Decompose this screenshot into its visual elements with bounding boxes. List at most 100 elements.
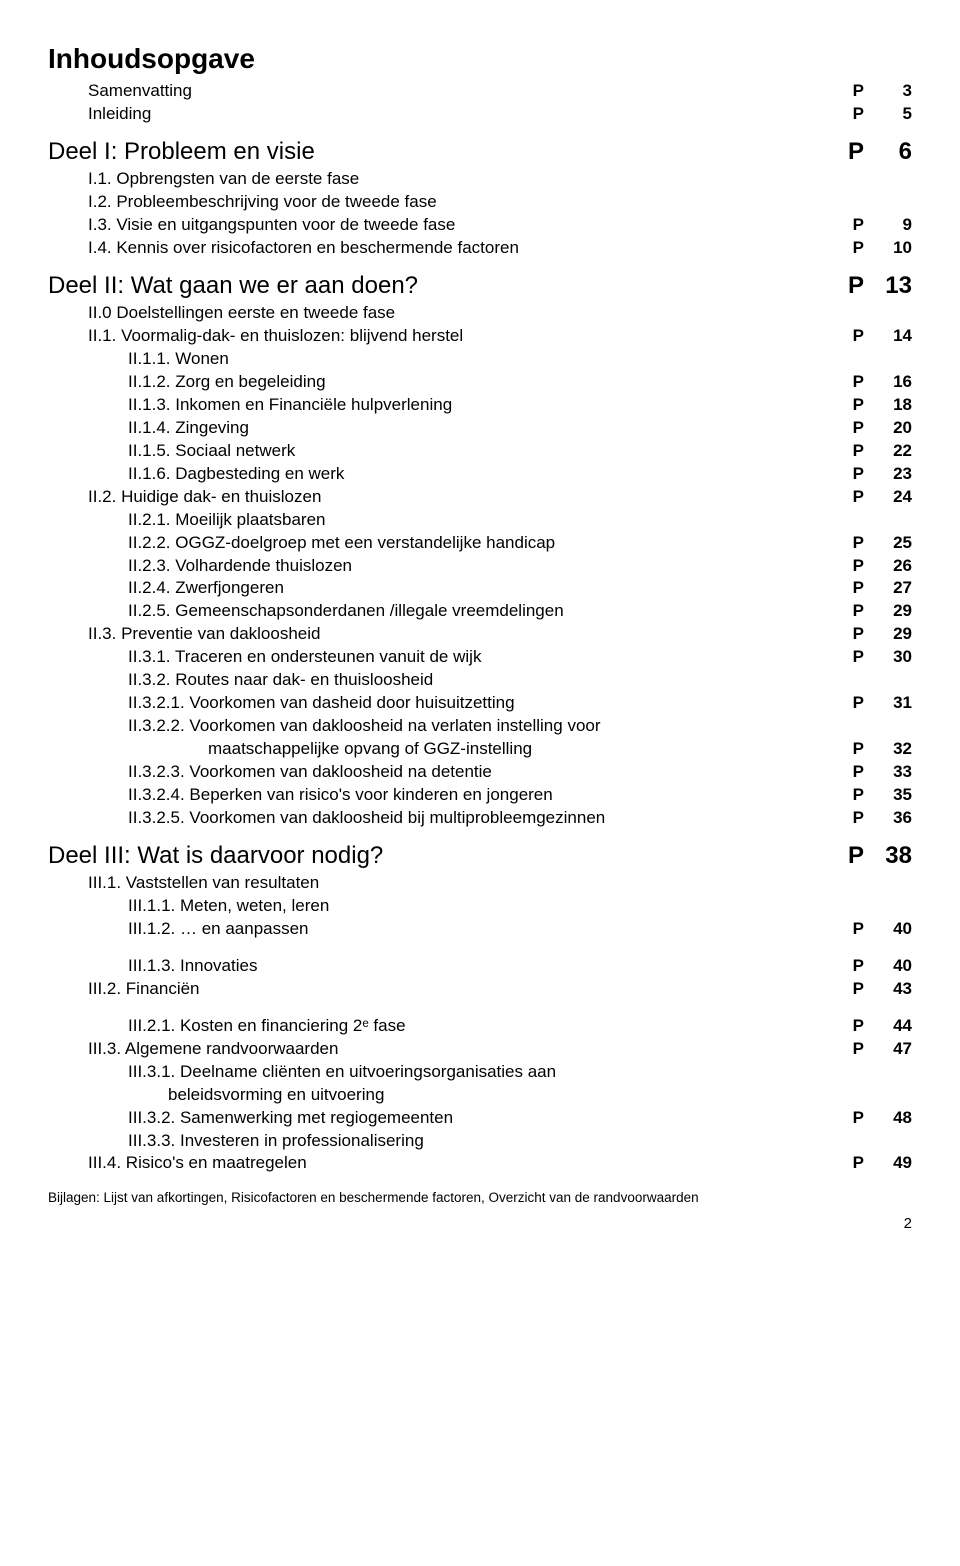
toc-row: III.4. Risico's en maatregelenP49 [48, 1152, 912, 1175]
toc-page: 29 [864, 600, 912, 623]
toc-page: 35 [864, 784, 912, 807]
toc-p: P [828, 270, 864, 302]
toc-row: II.1.1. Wonen [48, 348, 912, 371]
toc-label: Inleiding [88, 103, 828, 126]
toc-label: I.3. Visie en uitgangspunten voor de twe… [88, 214, 828, 237]
toc-p: P [828, 486, 864, 509]
toc-p: P [828, 1015, 864, 1038]
toc-p: P [828, 371, 864, 394]
toc-row: II.2.1. Moeilijk plaatsbaren [48, 509, 912, 532]
toc-p: P [828, 784, 864, 807]
toc-label: III.1.2. … en aanpassen [128, 918, 828, 941]
toc-label: II.1.1. Wonen [128, 348, 828, 371]
toc-page: 24 [864, 486, 912, 509]
toc-row: II.1.4. ZingevingP20 [48, 417, 912, 440]
toc-p: P [828, 918, 864, 941]
toc-row: I.1. Opbrengsten van de eerste fase [48, 168, 912, 191]
toc-row: II.3. Preventie van dakloosheidP29 [48, 623, 912, 646]
toc-page: 13 [864, 270, 912, 302]
toc-label: II.3.2.1. Voorkomen van dasheid door hui… [128, 692, 828, 715]
toc-p: P [828, 440, 864, 463]
toc-page: 44 [864, 1015, 912, 1038]
toc-label: III.3. Algemene randvoorwaarden [88, 1038, 828, 1061]
toc-row: II.1.2. Zorg en begeleidingP16 [48, 371, 912, 394]
toc-row: II.3.2.2. Voorkomen van dakloosheid na v… [48, 715, 912, 738]
toc-row: III.3.2. Samenwerking met regiogemeenten… [48, 1107, 912, 1130]
toc-label: Deel II: Wat gaan we er aan doen? [48, 270, 828, 302]
toc-page: 29 [864, 623, 912, 646]
toc-p: P [828, 136, 864, 168]
toc-row: II.3.2. Routes naar dak- en thuislooshei… [48, 669, 912, 692]
toc-label: II.1.2. Zorg en begeleiding [128, 371, 828, 394]
toc-label: II.3.2.4. Beperken van risico's voor kin… [128, 784, 828, 807]
toc-p: P [828, 600, 864, 623]
toc-row: III.3.3. Investeren in professionaliseri… [48, 1130, 912, 1153]
toc-p: P [828, 463, 864, 486]
toc-label: III.4. Risico's en maatregelen [88, 1152, 828, 1175]
toc-p: P [828, 840, 864, 872]
toc-p: P [828, 577, 864, 600]
toc-row: II.2.2. OGGZ-doelgroep met een verstande… [48, 532, 912, 555]
toc-page: 23 [864, 463, 912, 486]
toc-row: II.3.2.4. Beperken van risico's voor kin… [48, 784, 912, 807]
toc-label: II.1.4. Zingeving [128, 417, 828, 440]
toc-row: II.3.2.3. Voorkomen van dakloosheid na d… [48, 761, 912, 784]
toc-label: II.3.2.3. Voorkomen van dakloosheid na d… [128, 761, 828, 784]
toc-label: II.3.2.2. Voorkomen van dakloosheid na v… [128, 715, 828, 738]
toc-page: 47 [864, 1038, 912, 1061]
toc-label: III.2.1. Kosten en financiering 2ᵉ fase [128, 1015, 828, 1038]
toc-p: P [828, 532, 864, 555]
toc-page: 25 [864, 532, 912, 555]
toc-label: II.3.2.5. Voorkomen van dakloosheid bij … [128, 807, 828, 830]
toc-label: II.1.5. Sociaal netwerk [128, 440, 828, 463]
toc-page: 16 [864, 371, 912, 394]
toc-title: Inhoudsopgave [48, 40, 912, 78]
toc-page: 22 [864, 440, 912, 463]
toc-row: II.3.2.1. Voorkomen van dasheid door hui… [48, 692, 912, 715]
toc-page: 30 [864, 646, 912, 669]
toc-label: II.3.1. Traceren en ondersteunen vanuit … [128, 646, 828, 669]
toc-page: 5 [864, 103, 912, 126]
toc-p: P [828, 1038, 864, 1061]
toc-label: II.1.3. Inkomen en Financiële hulpverlen… [128, 394, 828, 417]
toc-row: beleidsvorming en uitvoering [48, 1084, 912, 1107]
toc-row: I.3. Visie en uitgangspunten voor de twe… [48, 214, 912, 237]
toc-p: P [828, 738, 864, 761]
toc-row: II.1.3. Inkomen en Financiële hulpverlen… [48, 394, 912, 417]
toc-row: III.1.1. Meten, weten, leren [48, 895, 912, 918]
toc-p: P [828, 394, 864, 417]
toc-p: P [828, 214, 864, 237]
toc-label: II.1. Voormalig-dak- en thuislozen: blij… [88, 325, 828, 348]
toc-p: P [828, 237, 864, 260]
toc-row: II.3.1. Traceren en ondersteunen vanuit … [48, 646, 912, 669]
page-number: 2 [48, 1214, 912, 1234]
toc-label: beleidsvorming en uitvoering [168, 1084, 828, 1107]
toc-page: 43 [864, 978, 912, 1001]
toc-p: P [828, 103, 864, 126]
toc-page: 33 [864, 761, 912, 784]
toc-page: 10 [864, 237, 912, 260]
toc-label: maatschappelijke opvang of GGZ-instellin… [208, 738, 828, 761]
toc-label: III.3.2. Samenwerking met regiogemeenten [128, 1107, 828, 1130]
toc-p: P [828, 955, 864, 978]
toc-page: 32 [864, 738, 912, 761]
toc-page: 27 [864, 577, 912, 600]
toc-row: III.3.1. Deelname cliënten en uitvoering… [48, 1061, 912, 1084]
toc-p: P [828, 761, 864, 784]
toc-row: Deel II: Wat gaan we er aan doen?P13 [48, 270, 912, 302]
toc-p: P [828, 623, 864, 646]
footnote: Bijlagen: Lijst van afkortingen, Risicof… [48, 1189, 912, 1207]
toc-label: II.2.4. Zwerfjongeren [128, 577, 828, 600]
toc-page: 31 [864, 692, 912, 715]
toc-row: I.4. Kennis over risicofactoren en besch… [48, 237, 912, 260]
toc-row: III.3. Algemene randvoorwaardenP47 [48, 1038, 912, 1061]
toc-page: 38 [864, 840, 912, 872]
toc-page: 40 [864, 918, 912, 941]
toc-page: 48 [864, 1107, 912, 1130]
toc-p: P [828, 555, 864, 578]
toc-label: Samenvatting [88, 80, 828, 103]
toc-label: II.2.3. Volhardende thuislozen [128, 555, 828, 578]
toc-p: P [828, 1152, 864, 1175]
toc-label: II.1.6. Dagbesteding en werk [128, 463, 828, 486]
toc-p: P [828, 325, 864, 348]
